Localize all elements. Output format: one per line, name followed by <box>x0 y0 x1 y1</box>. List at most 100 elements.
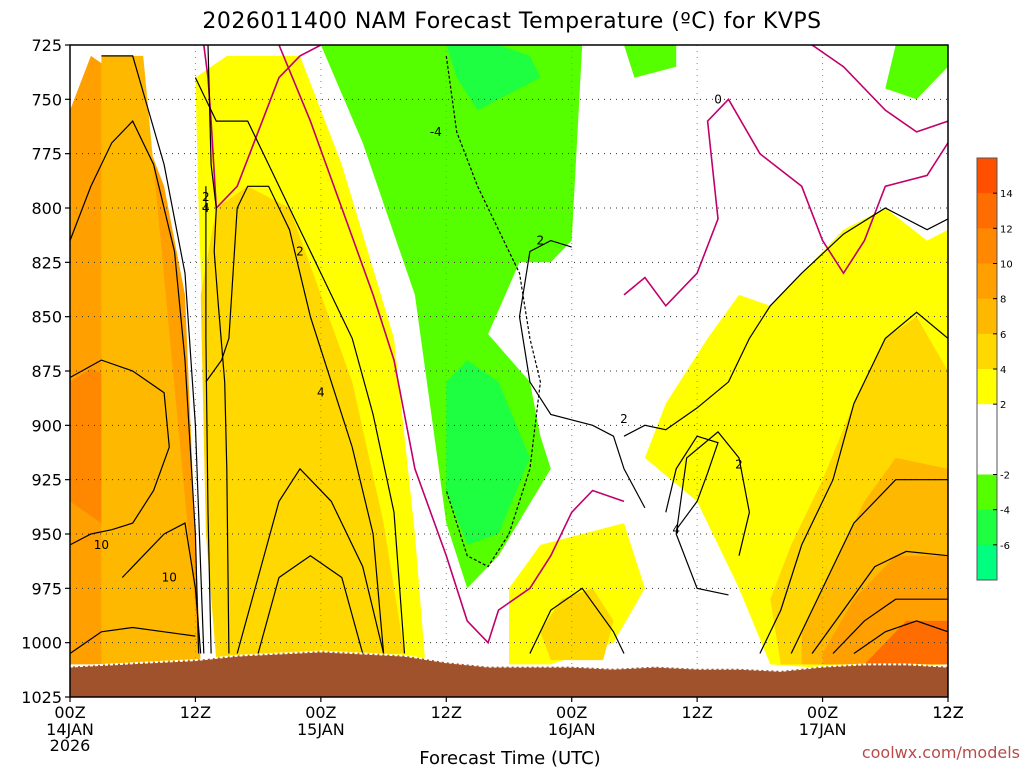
x-tick-label: 00Z <box>305 703 336 722</box>
colorbar-swatch <box>977 474 997 511</box>
contour-line-0 <box>278 45 625 645</box>
x-tick-label: 00Z <box>807 703 838 722</box>
fill-region--2-0 <box>885 45 948 100</box>
colorbar-swatch <box>977 439 997 475</box>
contour-line-4 <box>205 185 385 654</box>
contour-line-10 <box>70 359 170 546</box>
contour-line-10 <box>832 598 948 654</box>
contour-line-2 <box>207 45 230 654</box>
contour-line--4 <box>445 55 542 568</box>
contour-line-6 <box>236 467 385 654</box>
y-tick-label: 800 <box>31 199 62 218</box>
contour-line-4 <box>205 186 212 654</box>
colorbar-tick-label: 14 <box>1000 189 1013 200</box>
y-tick-label: 850 <box>31 308 62 327</box>
colorbar-tick-label: 8 <box>1000 295 1006 306</box>
contour-line-8 <box>811 550 948 654</box>
y-tick-label: 900 <box>31 416 62 435</box>
x-tick-label: 12Z <box>932 703 963 722</box>
contour-label-0: 0 <box>714 92 722 106</box>
contour-line-8 <box>257 554 364 654</box>
colorbar-swatch <box>977 404 997 440</box>
contour-line-4 <box>759 311 948 654</box>
y-tick-label: 825 <box>31 253 62 272</box>
y-tick-label: 1025 <box>21 688 62 707</box>
contour-label-2: 2 <box>296 244 304 258</box>
chart-title: 2026011400 NAM Forecast Temperature (ºC)… <box>202 9 821 34</box>
x-tick-label: 12Z <box>681 703 712 722</box>
colorbar-tick-label: 10 <box>1000 260 1013 271</box>
colorbar-swatch <box>977 544 997 581</box>
y-tick-label: 875 <box>31 362 62 381</box>
x-tick-label: 12Z <box>431 703 462 722</box>
fill-region--2-0 <box>624 45 677 78</box>
contour-line-2 <box>518 239 646 509</box>
contour-label-2: 2 <box>735 457 743 471</box>
colorbar-swatch <box>977 158 997 194</box>
x-date-label: 2026 <box>50 736 91 755</box>
fill-region-4-6 <box>200 186 405 661</box>
contour-line-10 <box>121 522 202 654</box>
colorbar-swatch <box>977 263 997 300</box>
y-tick-label: 925 <box>31 471 62 490</box>
fill-region--4--2 <box>446 45 541 111</box>
contour-label--4: -4 <box>430 125 442 139</box>
colorbar-swatch <box>977 298 997 335</box>
colorbar-tick-label: -6 <box>1000 541 1010 552</box>
contour-line-12 <box>70 626 196 654</box>
colorbar-tick-label: 6 <box>1000 330 1006 341</box>
colorbar-swatch <box>977 193 997 229</box>
terrain-edge <box>70 650 948 672</box>
colorbar-swatch <box>977 333 997 370</box>
colorbar-tick-label: 12 <box>1000 224 1013 235</box>
fill-region-6-8 <box>101 55 201 669</box>
contour-line-0 <box>811 45 948 133</box>
contour-line-6 <box>790 479 948 654</box>
y-tick-label: 1000 <box>21 634 62 653</box>
y-tick-label: 975 <box>31 579 62 598</box>
colorbar-swatch <box>977 369 997 405</box>
contour-line-2 <box>675 431 751 596</box>
fill-region-12-14 <box>864 620 948 665</box>
y-tick-label: 750 <box>31 90 62 109</box>
x-tick-label: 12Z <box>180 703 211 722</box>
credit-text: coolwx.com/models <box>862 743 1020 762</box>
contour-label-2: 2 <box>537 234 545 248</box>
contour-line-2 <box>194 77 406 654</box>
contour-line-6 <box>529 587 625 654</box>
x-tick-label: 00Z <box>54 703 85 722</box>
colorbar-swatch <box>977 509 997 546</box>
colorbar-swatch <box>977 228 997 264</box>
contour-label-4: 4 <box>317 386 325 400</box>
colorbar-tick-label: -4 <box>1000 506 1010 517</box>
x-date-label: 17JAN <box>799 720 847 739</box>
contour-line-0 <box>623 97 948 308</box>
colorbar-tick-label: -2 <box>1000 471 1010 482</box>
x-date-label: 14JAN <box>46 720 94 739</box>
x-axis-label: Forecast Time (UTC) <box>419 748 600 768</box>
contour-label-10: 10 <box>94 538 109 552</box>
axes: 7257507758008258508759009259509751000102… <box>21 36 963 755</box>
y-tick-label: 725 <box>31 36 62 55</box>
terrain-ground <box>70 651 948 697</box>
x-tick-label-end: 12Z <box>932 703 963 722</box>
x-date-label: 16JAN <box>548 720 596 739</box>
contour-label-2: 2 <box>620 412 628 426</box>
y-tick-label: 775 <box>31 145 62 164</box>
colorbar-tick-label: 2 <box>1000 400 1006 411</box>
x-tick-label: 00Z <box>556 703 587 722</box>
contour-label-4: 4 <box>202 201 210 215</box>
colorbar-tick-label: 4 <box>1000 365 1006 376</box>
contour-line-2 <box>623 207 948 437</box>
contour-line-6 <box>101 55 205 654</box>
contour-line-4 <box>665 435 719 531</box>
contour-label-4: 4 <box>672 523 680 537</box>
contour-label-10: 10 <box>162 570 177 584</box>
y-tick-label: 950 <box>31 525 62 544</box>
x-date-label: 15JAN <box>297 720 345 739</box>
fill-region--4--2 <box>446 360 530 545</box>
contour-line-8 <box>70 120 200 654</box>
colorbar: -6 -4 -2 2 4 6 8 10 12 14 <box>976 157 1013 581</box>
